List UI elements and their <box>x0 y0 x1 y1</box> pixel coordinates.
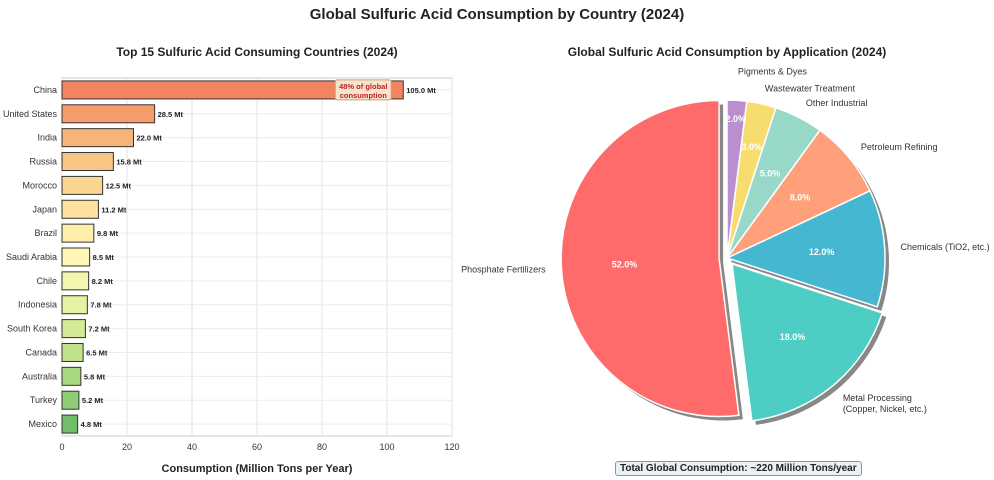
bar-value-label: 4.8 Mt <box>81 420 103 429</box>
bar <box>61 342 84 362</box>
y-tick-label: India <box>37 133 57 143</box>
slice-percent-label: 8.0% <box>790 193 811 203</box>
slice-label: Other Industrial <box>806 98 868 108</box>
bar <box>61 247 91 267</box>
bar-chart-title: Top 15 Sulfuric Acid Consuming Countries… <box>116 45 397 59</box>
x-tick-label: 40 <box>187 442 197 452</box>
bar <box>61 271 90 291</box>
slice-percent-label: 12.0% <box>809 247 835 257</box>
pie-slice <box>560 99 740 418</box>
y-tick-label: Canada <box>25 347 57 357</box>
bar-value-label: 6.5 Mt <box>86 348 108 357</box>
bar-value-label: 28.5 Mt <box>158 110 184 119</box>
x-tick-label: 120 <box>444 442 459 452</box>
bar-value-label: 15.8 Mt <box>116 158 142 167</box>
figure-title: Global Sulfuric Acid Consumption by Coun… <box>309 6 685 23</box>
slice-label: Pigments & Dyes <box>738 67 808 77</box>
y-tick-label: Japan <box>32 204 57 214</box>
x-tick-label: 20 <box>122 442 132 452</box>
slice-label: Phosphate Fertilizers <box>461 264 546 274</box>
y-tick-label: Indonesia <box>18 300 57 310</box>
y-tick-label: United States <box>3 109 58 119</box>
slice-percent-label: 3.0% <box>742 142 763 152</box>
pie-slice <box>726 99 748 259</box>
slice-label: (Copper, Nickel, etc.) <box>843 404 927 414</box>
bar <box>61 319 86 339</box>
y-tick-label: Australia <box>22 371 57 381</box>
y-tick-label: Turkey <box>30 395 58 405</box>
y-tick-label: Saudi Arabia <box>6 252 57 262</box>
bar <box>61 295 88 315</box>
bar <box>61 175 104 195</box>
bar <box>61 152 114 172</box>
bar <box>61 223 95 243</box>
bar-value-label: 9.8 Mt <box>97 229 119 238</box>
bar <box>61 390 80 410</box>
bar <box>61 199 99 219</box>
y-tick-label: South Korea <box>7 324 57 334</box>
bar <box>61 80 404 100</box>
slice-percent-label: 2.0% <box>725 114 746 124</box>
bar-value-label: 5.2 Mt <box>82 396 104 405</box>
y-tick-label: Mexico <box>28 419 57 429</box>
bar <box>61 104 156 124</box>
y-tick-label: Russia <box>29 157 57 167</box>
x-tick-label: 80 <box>317 442 327 452</box>
bar <box>61 414 79 434</box>
slice-label: Petroleum Refining <box>861 142 938 152</box>
bar <box>61 128 134 148</box>
bar-value-label: 7.8 Mt <box>90 301 112 310</box>
bar-value-label: 5.8 Mt <box>84 372 106 381</box>
slice-label: Chemicals (TiO2, etc.) <box>900 242 989 252</box>
annotation-text: 48% of global <box>339 82 387 91</box>
y-tick-label: Morocco <box>22 180 57 190</box>
pie-slice <box>731 263 884 422</box>
bar-value-label: 8.5 Mt <box>93 253 115 262</box>
x-tick-label: 0 <box>59 442 64 452</box>
slice-percent-label: 18.0% <box>780 332 806 342</box>
slice-percent-label: 52.0% <box>612 259 638 269</box>
slice-label: Wastewater Treatment <box>765 83 856 93</box>
bar-value-label: 11.2 Mt <box>101 205 127 214</box>
bar-value-label: 105.0 Mt <box>406 86 436 95</box>
pie-slice <box>724 189 886 308</box>
bar <box>61 366 82 386</box>
annotation-box <box>334 79 392 101</box>
bar-value-label: 12.5 Mt <box>106 181 132 190</box>
slice-percent-label: 5.0% <box>760 169 781 179</box>
y-tick-label: Brazil <box>34 228 57 238</box>
x-tick-label: 100 <box>379 442 394 452</box>
pie-chart-title: Global Sulfuric Acid Consumption by Appl… <box>568 45 886 59</box>
bar-value-label: 22.0 Mt <box>137 134 163 143</box>
total-consumption-note: Total Global Consumption: ~220 Million T… <box>615 461 862 476</box>
x-axis-label: Consumption (Million Tons per Year) <box>162 463 353 475</box>
bar-value-label: 7.2 Mt <box>88 325 110 334</box>
x-tick-label: 60 <box>252 442 262 452</box>
annotation-text: consumption <box>340 91 387 100</box>
y-tick-label: China <box>33 85 57 95</box>
y-tick-label: Chile <box>36 276 57 286</box>
bar-value-label: 8.2 Mt <box>92 277 114 286</box>
slice-label: Metal Processing <box>843 393 912 403</box>
